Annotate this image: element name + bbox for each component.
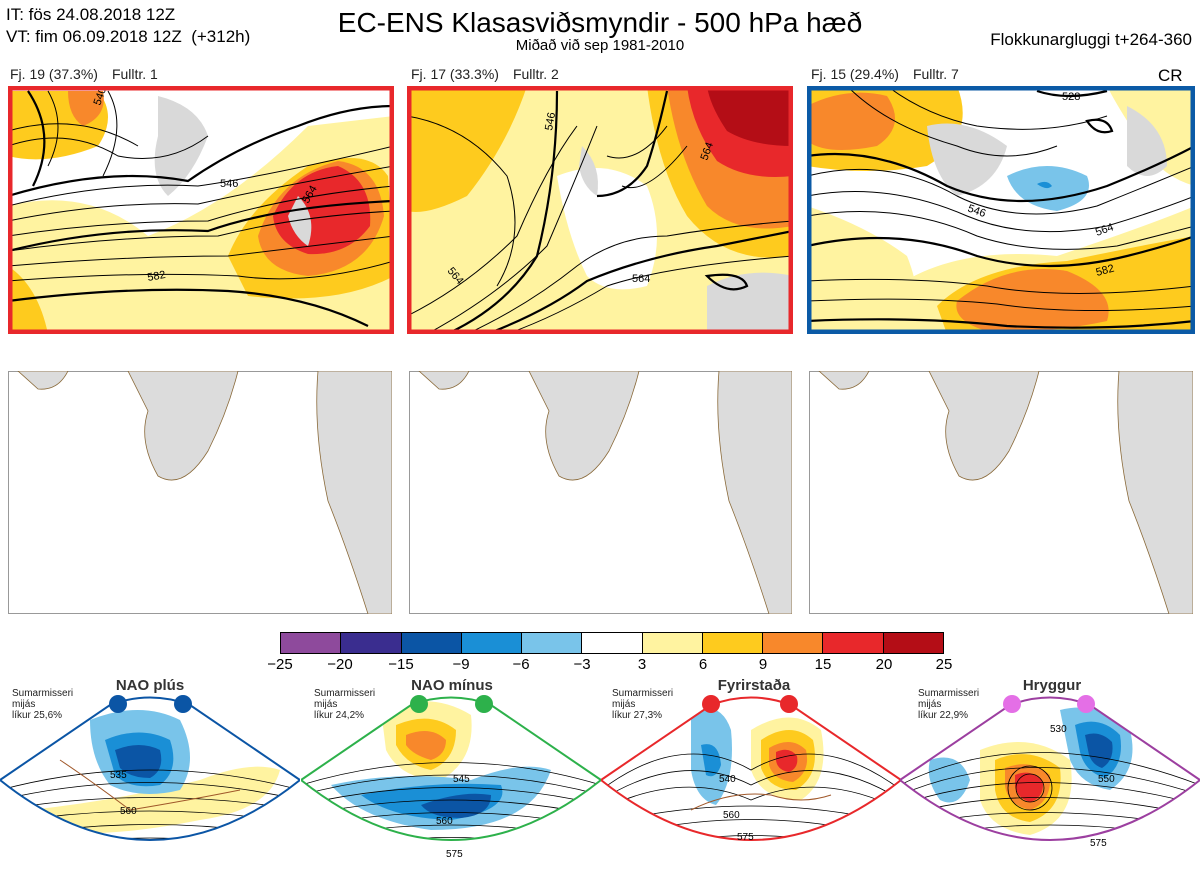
colorbar-tick: 20 <box>875 656 893 673</box>
colorbar-tick: −6 <box>512 656 530 673</box>
regime-3-marker <box>780 695 798 713</box>
regime-1-marker <box>109 695 127 713</box>
panel-3-label: Fj. 15 (29.4%) Fulltr. 7 <box>811 66 959 82</box>
regime-4-contour-label: 530 <box>1050 724 1067 735</box>
colorbar-tick: −15 <box>388 656 414 673</box>
colorbar-swatch <box>823 633 884 653</box>
colorbar-swatch <box>281 633 342 653</box>
anomaly-map-panel-1: 546 564 582 540 <box>8 86 394 334</box>
colorbar-swatch <box>341 633 402 653</box>
anomaly-map-panel-3: 528 546 564 582 <box>807 86 1195 334</box>
colorbar-swatch <box>763 633 824 653</box>
regime-2-marker <box>475 695 493 713</box>
regime-2-contour-label: 575 <box>446 849 463 860</box>
regime-2-note: Sumarmisseri mijás líkur 24,2% <box>314 688 375 721</box>
panel-1-label: Fj. 19 (37.3%) Fulltr. 1 <box>10 66 158 82</box>
regime-4-note: Sumarmisseri mijás líkur 22,9% <box>918 688 979 721</box>
colorbar <box>280 632 944 654</box>
regime-1-contour-label: 560 <box>120 806 137 817</box>
regime-4-marker <box>1077 695 1095 713</box>
regime-note-line: Sumarmisseri <box>612 688 674 699</box>
regime-map-1: 535 560 <box>0 695 300 841</box>
colorbar-swatch <box>461 633 523 653</box>
regime-note-line: Sumarmisseri <box>314 688 376 699</box>
panel-1-contour-label: 582 <box>146 269 166 284</box>
regime-note-line: líkur 22,9% <box>918 710 969 721</box>
header-info: IT: fös 24.08.2018 12Z VT: fim 06.09.201… <box>6 4 250 48</box>
regime-4-title: Hryggur <box>1022 677 1082 694</box>
regime-note-line: mijás <box>612 699 636 710</box>
colorbar-tick: 6 <box>698 656 708 673</box>
regime-note-line: mijás <box>918 699 942 710</box>
colorbar-tick: 25 <box>935 656 953 673</box>
panel-3-cr-label: CR <box>1158 66 1183 85</box>
page-subtitle: Miðað við sep 1981-2010 <box>515 37 685 54</box>
regime-map-3: 540 560 575 <box>601 695 901 843</box>
panel-3-contour-label: 564 <box>1094 221 1115 239</box>
panel-3-cluster: Fulltr. 7 <box>912 66 959 82</box>
colorbar-tick: 3 <box>637 656 647 673</box>
colorbar-swatch <box>702 633 764 653</box>
regime-map-2: 545 560 575 <box>301 695 601 860</box>
regime-2-title: NAO mínus <box>411 677 493 694</box>
regime-3-contour-label: 575 <box>737 832 754 843</box>
regime-3-note: Sumarmisseri mijás líkur 27,3% <box>612 688 673 721</box>
classification-window: Flokkunargluggi t+264-360 <box>990 30 1192 49</box>
colorbar-swatch <box>522 633 583 653</box>
panel-2-contour-label: 564 <box>632 273 650 285</box>
panel-2-contour-label: 546 <box>543 111 558 131</box>
empty-basemap-2 <box>409 371 792 614</box>
regime-map-4: 530 550 575 <box>900 695 1200 849</box>
regime-1-title: NAO plús <box>115 677 185 694</box>
panel-2-cluster: Fulltr. 2 <box>512 66 559 82</box>
regime-4-contour-label: 550 <box>1098 774 1115 785</box>
colorbar-swatch <box>642 633 703 653</box>
colorbar-swatch <box>401 633 462 653</box>
regime-note-line: mijás <box>314 699 338 710</box>
panel-1-contour-label: 546 <box>220 178 238 190</box>
panel-3-count: Fj. 15 (29.4%) <box>811 66 899 82</box>
valid-time: VT: fim 06.09.2018 12Z (+312h) <box>6 27 251 46</box>
regime-3-title: Fyrirstaða <box>717 677 791 694</box>
anomaly-map-panel-2: 564 546 564 564 <box>407 86 793 334</box>
colorbar-swatch <box>582 633 643 653</box>
colorbar-tick: −3 <box>573 656 591 673</box>
regime-2-contour-label: 545 <box>453 774 470 785</box>
panel-2-count: Fj. 17 (33.3%) <box>411 66 499 82</box>
colorbar-tick: −20 <box>327 656 353 673</box>
regime-3-contour-label: 540 <box>719 774 736 785</box>
panel-1-contour-label: 540 <box>92 86 110 107</box>
regime-4-marker <box>1003 695 1021 713</box>
regime-1-contour-label: 535 <box>110 770 127 781</box>
page-title: EC-ENS Klasasviðsmyndir - 500 hPa hæð <box>337 7 863 38</box>
regime-note-line: mijás <box>12 699 36 710</box>
regime-1-marker <box>174 695 192 713</box>
panel-3-contour-label: 528 <box>1062 91 1080 103</box>
regime-2-contour-label: 560 <box>436 816 453 827</box>
regime-3-contour-label: 560 <box>723 810 740 821</box>
colorbar-swatch <box>883 633 943 653</box>
regime-note-line: líkur 25,6% <box>12 710 63 721</box>
regime-3-marker <box>702 695 720 713</box>
panel-1-cluster: Fulltr. 1 <box>111 66 158 82</box>
panel-2-label: Fj. 17 (33.3%) Fulltr. 2 <box>411 66 559 82</box>
regime-note-line: líkur 27,3% <box>612 710 663 721</box>
colorbar-tick: 9 <box>758 656 768 673</box>
panel-1-count: Fj. 19 (37.3%) <box>10 66 98 82</box>
regime-4-contour-label: 575 <box>1090 838 1107 849</box>
colorbar-tick: 15 <box>814 656 832 673</box>
regime-note-line: líkur 24,2% <box>314 710 365 721</box>
panel-3-contour-label: 582 <box>1095 263 1116 279</box>
colorbar-tick: −9 <box>452 656 470 673</box>
colorbar-tick: −25 <box>267 656 293 673</box>
regime-1-note: Sumarmisseri mijás líkur 25,6% <box>12 688 73 721</box>
empty-basemap-1 <box>8 371 392 614</box>
empty-basemap-3 <box>809 371 1193 614</box>
regime-2-marker <box>410 695 428 713</box>
regime-note-line: Sumarmisseri <box>918 688 980 699</box>
panel-2-contour-label: 564 <box>699 141 717 162</box>
panel-3-contour-label: 546 <box>966 203 987 221</box>
initial-time: IT: fös 24.08.2018 12Z <box>6 5 176 24</box>
regime-note-line: Sumarmisseri <box>12 688 74 699</box>
